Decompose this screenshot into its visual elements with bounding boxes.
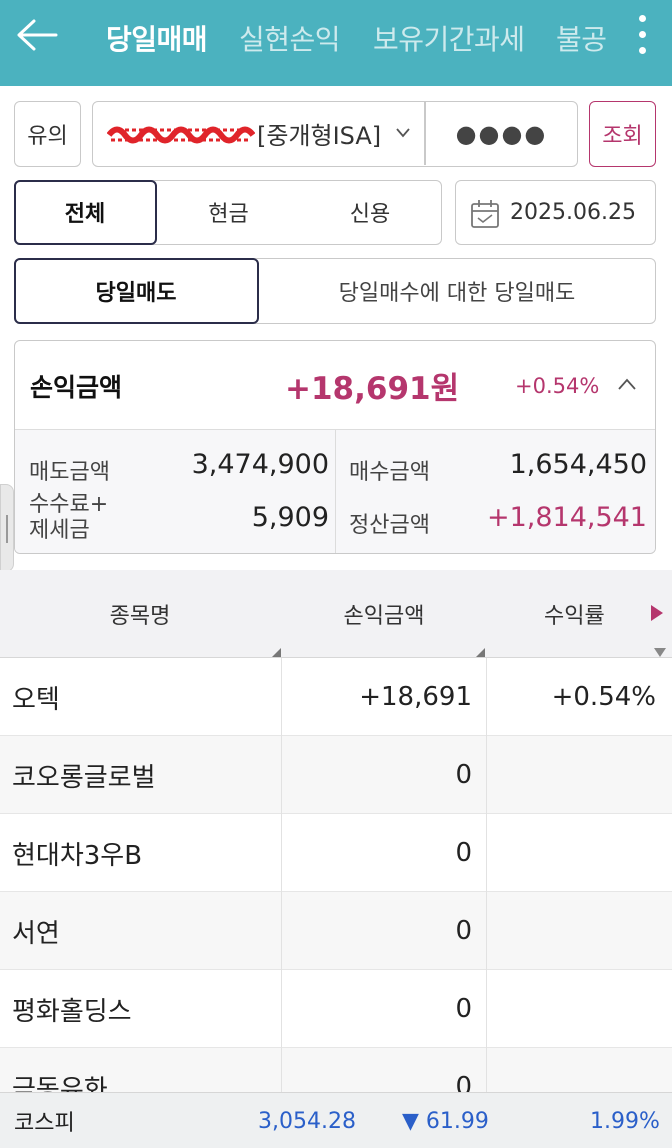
stock-name: 극동유화 (12, 1074, 108, 1093)
handle-grip-icon (6, 515, 8, 543)
notice-label: 유의 (27, 124, 68, 149)
tab-unfair-trade[interactable]: 불공 (556, 23, 607, 56)
buy-amount-value: 1,654,450 (509, 449, 647, 480)
account-selector[interactable]: [중개형ISA] ●●●● (92, 101, 578, 167)
segment-all-label: 전체 (64, 202, 106, 227)
stock-pl: 0 (455, 916, 472, 946)
tab-same-day-buy-sell[interactable]: 당일매수에 대한 당일매도 (259, 259, 655, 322)
redacted-account-number (107, 126, 255, 144)
stock-rate (486, 1048, 656, 1092)
segment-credit-label: 신용 (349, 202, 391, 227)
stock-pl: +18,691 (359, 682, 472, 712)
summary-header[interactable]: 손익금액 +18,691원 +0.54% (15, 341, 655, 430)
tab-same-day-sell[interactable]: 당일매도 (13, 257, 259, 324)
sort-icon[interactable] (272, 648, 281, 657)
divider (424, 102, 426, 165)
tab-same-day-buy-sell-label: 당일매수에 대한 당일매도 (338, 280, 576, 306)
segment-credit[interactable]: 신용 (300, 181, 440, 243)
stock-pl: 0 (455, 838, 472, 868)
stock-pl: 0 (455, 994, 472, 1024)
segment-cash-label: 현금 (208, 202, 249, 227)
pl-label: 손익금액 (30, 372, 123, 402)
segment-filter: 전체 현금 신용 (13, 179, 442, 245)
pl-amount: +18,691원 (285, 371, 460, 407)
stock-rate (486, 892, 656, 970)
tab-same-day-trade[interactable]: 당일매매 (106, 23, 208, 56)
segment-cash[interactable]: 현금 (157, 181, 300, 243)
ticker-index-name: 코스피 (14, 1111, 75, 1136)
summary-card: 손익금액 +18,691원 +0.54% 매도금액 3,474,900 매수금액… (14, 340, 656, 554)
sell-amount-label: 매도금액 (29, 460, 110, 485)
query-button[interactable]: 조회 (589, 101, 656, 167)
ticker-change: ▼ 61.99 (402, 1108, 489, 1134)
segment-all[interactable]: 전체 (13, 179, 157, 245)
table-row[interactable]: 평화홀딩스 0 (0, 970, 672, 1048)
stock-pl: 0 (455, 760, 472, 790)
stock-name: 현대차3우B (12, 840, 143, 871)
side-drawer-handle[interactable] (0, 484, 14, 572)
calendar-icon (471, 200, 499, 228)
table-row[interactable]: 현대차3우B 0 (0, 814, 672, 892)
fee-label: 수수료+ 제세금 (29, 492, 108, 544)
password-field[interactable]: ●●●● (455, 119, 548, 148)
fee-label-line1: 수수료+ (29, 492, 109, 517)
stock-name: 서연 (12, 918, 60, 949)
tab-same-day-sell-label: 당일매도 (95, 280, 177, 306)
divider (335, 430, 336, 553)
fee-value: 5,909 (251, 502, 329, 533)
date-value: 2025.06.25 (510, 199, 636, 225)
stock-name: 평화홀딩스 (12, 996, 132, 1027)
table-row[interactable]: 코오롱글로벌 0 (0, 736, 672, 814)
table-row[interactable]: 오텍 +18,691 +0.54% (0, 658, 672, 736)
more-menu-icon[interactable] (632, 12, 652, 58)
sell-tabs: 당일매도 당일매수에 대한 당일매도 (13, 257, 656, 324)
settle-amount-label: 정산금액 (349, 513, 430, 538)
account-type-label: [중개형ISA] (257, 122, 382, 150)
fee-label-line2: 제세금 (29, 518, 90, 543)
chevron-down-icon (396, 128, 410, 138)
buy-amount-label: 매수금액 (349, 460, 430, 485)
col-header-name[interactable]: 종목명 (109, 604, 171, 629)
stock-rate (486, 736, 656, 814)
chevron-up-icon[interactable] (617, 377, 637, 391)
table-body: 오텍 +18,691 +0.54% 코오롱글로벌 0 현대차3우B 0 서연 0… (0, 658, 672, 1092)
sell-amount-value: 3,474,900 (191, 449, 329, 480)
ticker-change-rate: 1.99% (590, 1108, 660, 1134)
col-header-pl[interactable]: 손익금액 (343, 604, 425, 629)
stock-pl: 0 (455, 1072, 472, 1092)
top-app-bar: 당일매매 실현손익 보유기간과세 불공 (0, 0, 672, 86)
scroll-right-icon[interactable] (650, 604, 664, 622)
table-header: 종목명 손익금액 수익률 (0, 570, 672, 658)
ticker-index-value: 3,054.28 (258, 1108, 356, 1134)
tab-realized-pl[interactable]: 실현손익 (239, 23, 341, 56)
market-ticker[interactable]: 코스피 3,054.28 ▼ 61.99 1.99% (0, 1092, 672, 1148)
back-arrow-icon[interactable] (14, 18, 58, 52)
stock-rate (486, 970, 656, 1048)
caret-down-icon[interactable] (654, 648, 666, 657)
column-divider (486, 658, 487, 1092)
pl-rate: +0.54% (515, 373, 600, 398)
table-row[interactable]: 서연 0 (0, 892, 672, 970)
summary-details: 매도금액 3,474,900 매수금액 1,654,450 수수료+ 제세금 5… (15, 430, 655, 553)
table-row[interactable]: 극동유화 0 (0, 1048, 672, 1092)
stock-rate (486, 814, 656, 892)
stock-name: 오텍 (12, 684, 60, 715)
stock-name: 코오롱글로벌 (12, 762, 156, 793)
tab-holding-period-tax[interactable]: 보유기간과세 (373, 23, 525, 56)
col-header-rate[interactable]: 수익률 (544, 604, 605, 629)
sort-icon[interactable] (476, 648, 485, 657)
settle-amount-value: +1,814,541 (486, 502, 647, 533)
notice-button[interactable]: 유의 (14, 101, 81, 167)
column-divider (281, 658, 282, 1092)
query-label: 조회 (602, 124, 643, 149)
date-picker[interactable]: 2025.06.25 (455, 180, 656, 245)
stock-rate: +0.54% (551, 682, 656, 712)
